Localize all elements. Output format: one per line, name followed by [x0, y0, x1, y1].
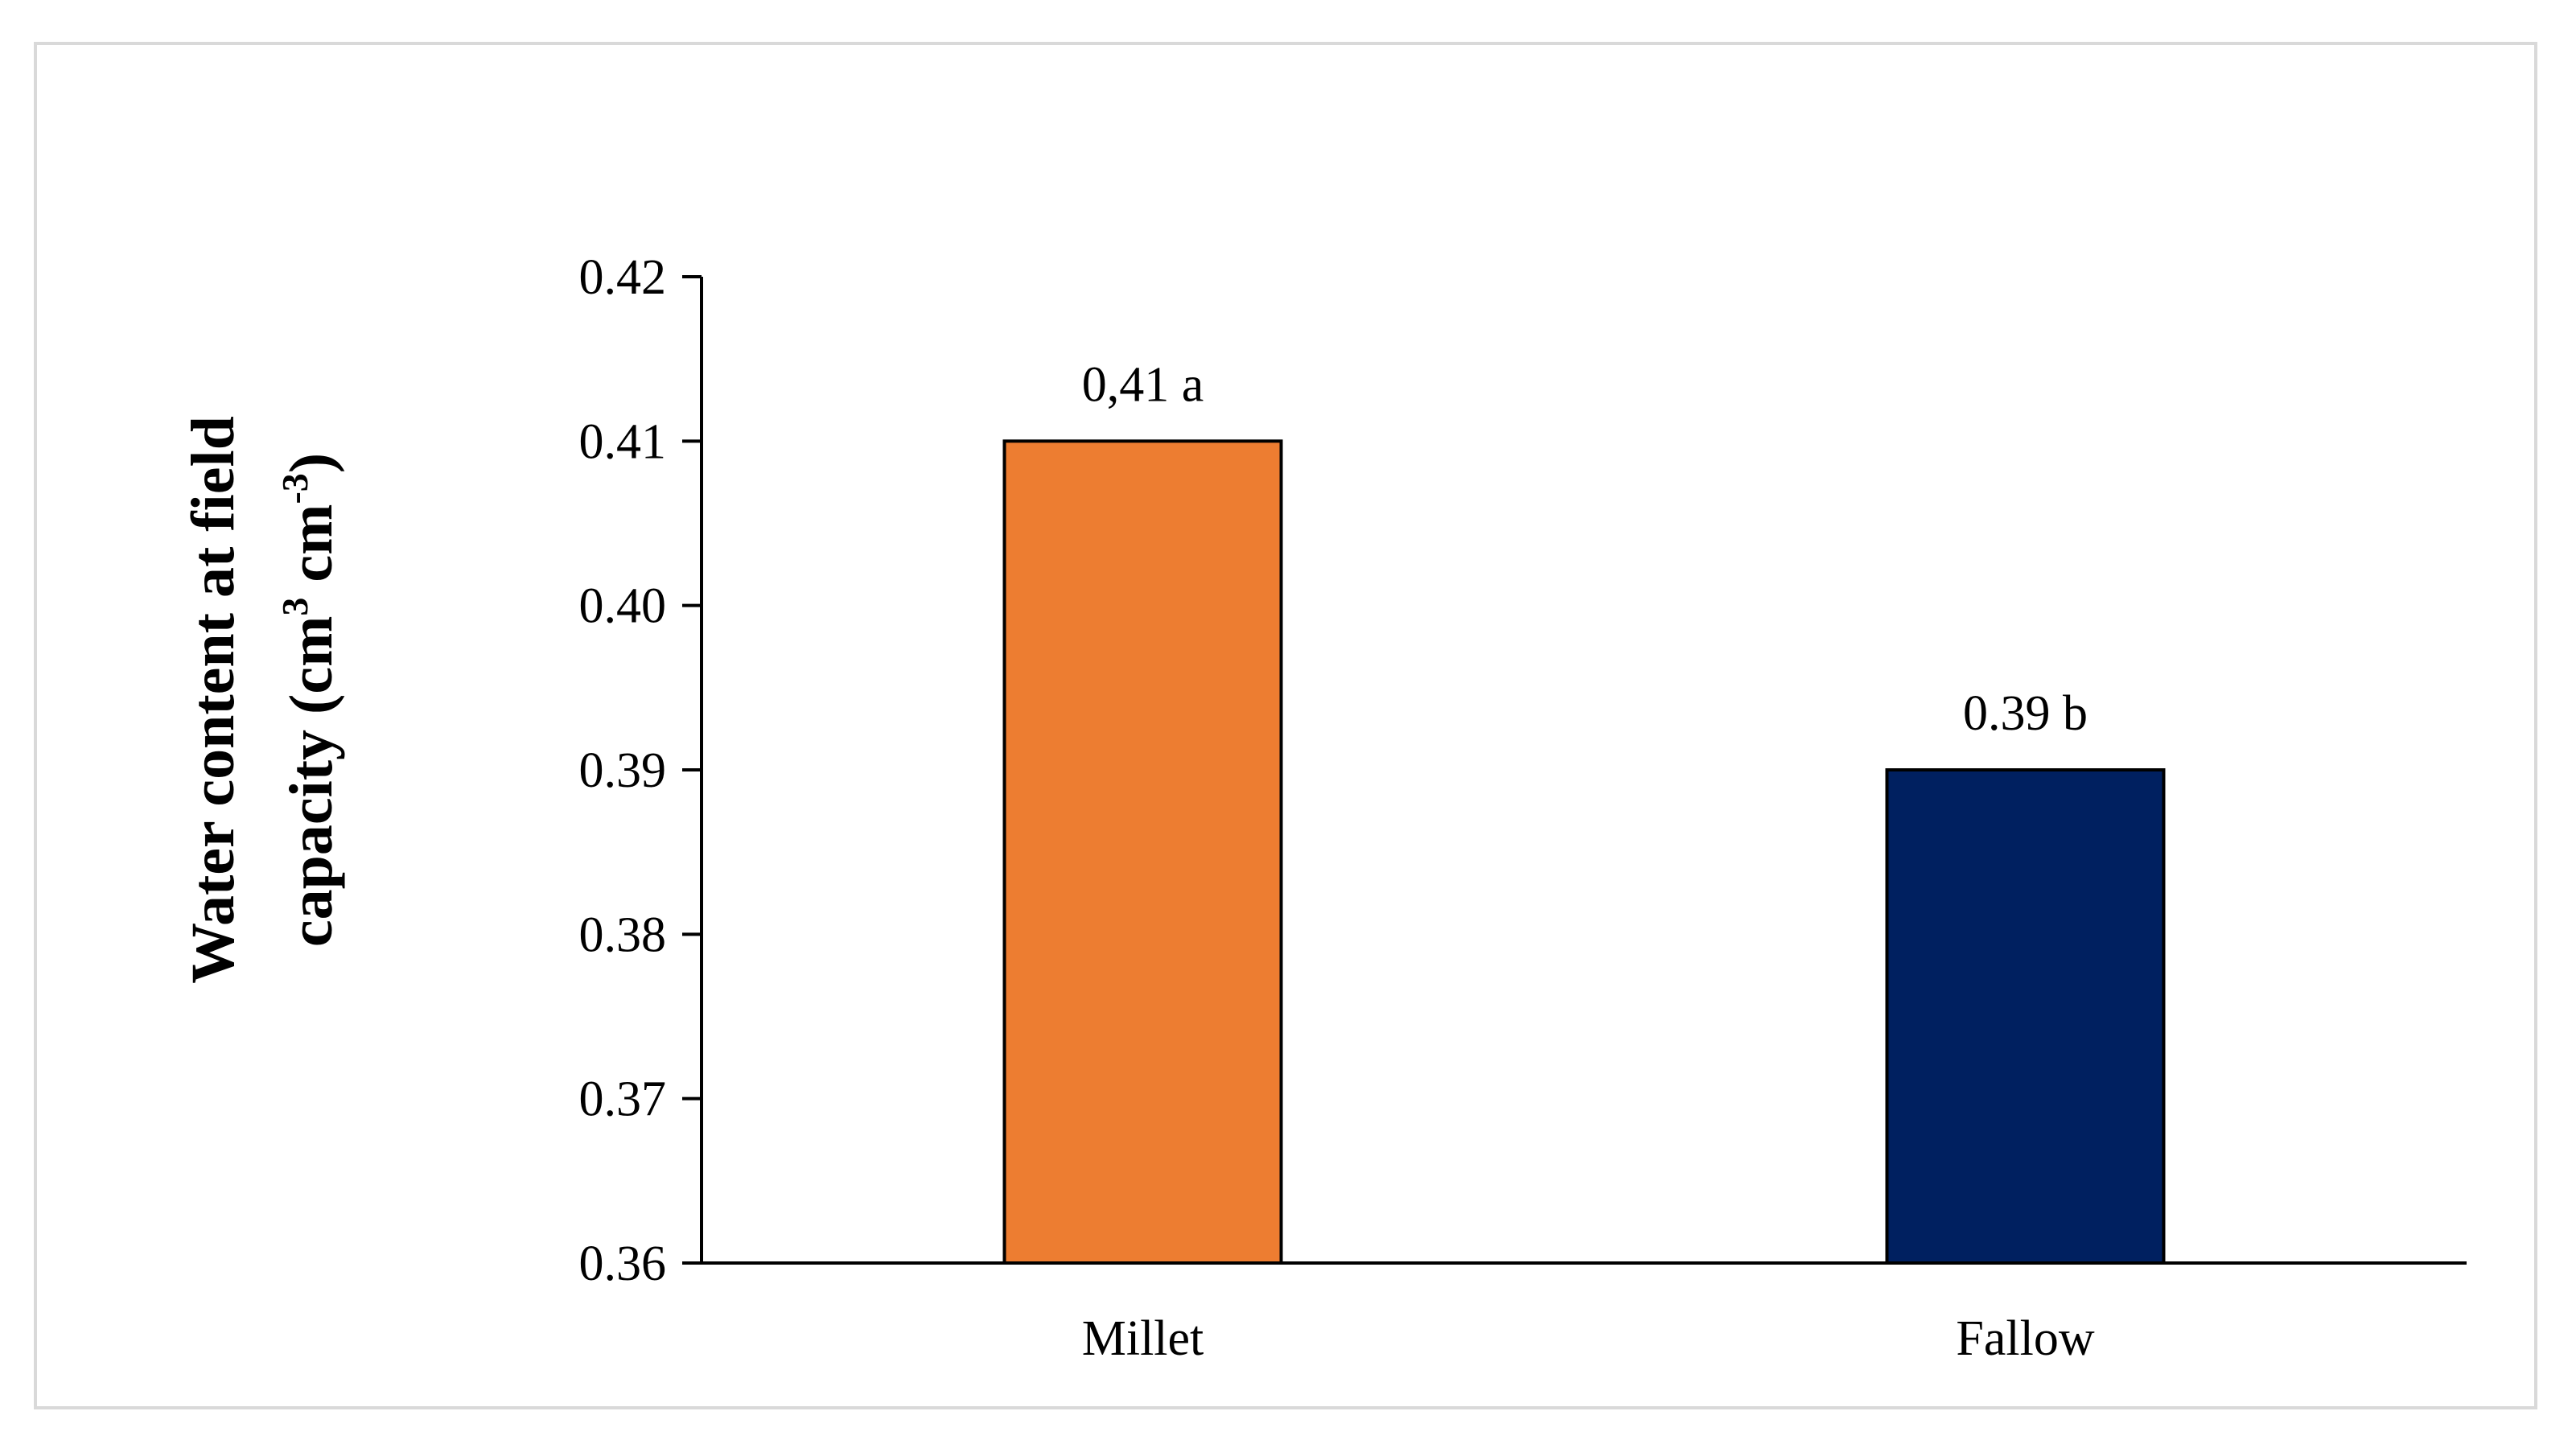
y-tick-label: 0.40 — [579, 579, 667, 634]
y-axis-title-sup1: 3 — [274, 598, 315, 616]
data-labels: 0,41 a 0.39 b — [1082, 357, 2088, 741]
y-axis-title-sup2: -3 — [274, 473, 315, 504]
y-axis-title-line1: Water content at field — [179, 416, 247, 984]
bar-millet — [1002, 439, 1283, 1265]
data-label-millet: 0,41 a — [1082, 357, 1204, 412]
x-category-label-fallow: Fallow — [1956, 1311, 2094, 1366]
bars — [1002, 439, 2166, 1265]
data-label-fallow: 0.39 b — [1963, 686, 2088, 741]
y-tick-label: 0.41 — [579, 414, 667, 469]
y-tick-label: 0.38 — [579, 907, 667, 962]
y-tick-label: 0.37 — [579, 1072, 667, 1127]
y-axis-ticks: 0.36 0.37 0.38 0.39 0.40 0.41 0.42 — [579, 250, 702, 1291]
x-axis-labels: Millet Fallow — [1082, 1311, 2095, 1366]
y-axis-title-line2: capacity (cm3 cm-3) — [274, 453, 345, 947]
bar-fallow — [1885, 768, 2166, 1265]
y-axis-title-suffix: ) — [278, 453, 345, 473]
y-tick-label: 0.36 — [579, 1236, 667, 1291]
y-tick-label: 0.39 — [579, 743, 667, 798]
y-axis-title: Water content at field capacity (cm3 cm-… — [179, 416, 345, 984]
y-axis-title-middle: cm — [278, 504, 345, 598]
x-category-label-millet: Millet — [1082, 1311, 1204, 1366]
y-tick-label: 0.42 — [579, 250, 667, 305]
y-axis-title-prefix: capacity (cm — [278, 616, 345, 948]
